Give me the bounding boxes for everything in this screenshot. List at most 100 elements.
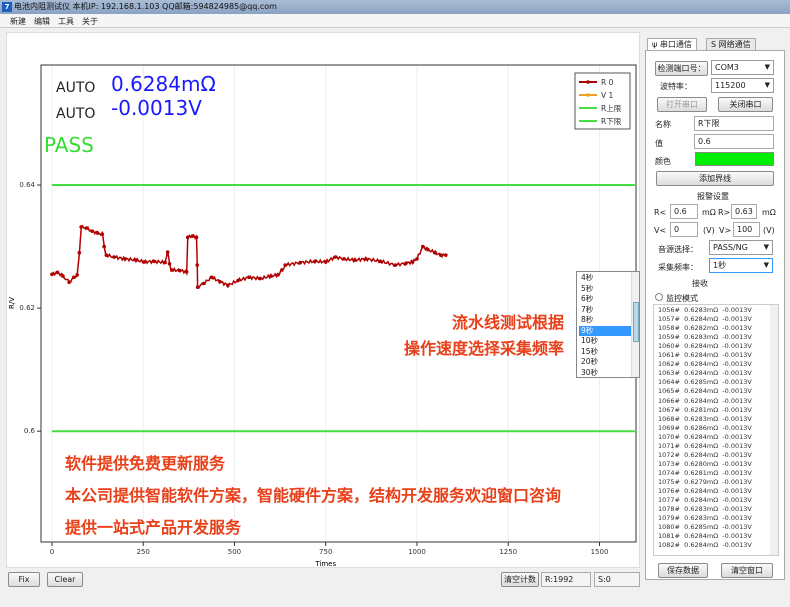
freq-option[interactable]: 30秒 bbox=[581, 367, 599, 377]
data-point bbox=[218, 279, 222, 284]
log-row: 1069# 0.6286mΩ -0.0013V bbox=[658, 423, 752, 432]
data-point bbox=[342, 257, 346, 261]
app-icon: 7 bbox=[2, 2, 12, 12]
save-data-button[interactable]: 保存数据 bbox=[658, 563, 708, 578]
data-point bbox=[364, 257, 368, 261]
value-input[interactable]: 0.6 bbox=[694, 134, 774, 149]
detect-port-button[interactable]: 检测端口号： bbox=[655, 61, 708, 76]
v-max-input[interactable]: 100 bbox=[733, 222, 760, 237]
monitor-radio[interactable] bbox=[655, 293, 663, 301]
open-port-button[interactable]: 打开串口 bbox=[657, 97, 707, 112]
log-row: 1068# 0.6283mΩ -0.0013V bbox=[658, 414, 752, 423]
r-min-input[interactable]: 0.6 bbox=[670, 204, 698, 219]
r-mode: AUTO bbox=[56, 80, 96, 96]
unit-label: (V) bbox=[703, 226, 715, 235]
close-port-button[interactable]: 关闭串口 bbox=[718, 97, 773, 112]
data-point bbox=[269, 274, 273, 278]
monitor-label: 监控模式 bbox=[666, 294, 698, 303]
v-max-label: V> bbox=[719, 226, 732, 235]
legend-label: R下限 bbox=[601, 117, 622, 126]
log-row: 1066# 0.6284mΩ -0.0013V bbox=[658, 396, 752, 405]
freq-option[interactable]: 20秒 bbox=[581, 357, 599, 366]
log-row: 1065# 0.6284mΩ -0.0013V bbox=[658, 387, 752, 396]
y-tick-label: 0.62 bbox=[19, 304, 35, 312]
log-list[interactable]: 1056# 0.6283mΩ -0.0013V 1057# 0.6284mΩ -0… bbox=[653, 304, 779, 556]
chevron-down-icon: ▼ bbox=[763, 261, 769, 269]
menu-edit[interactable]: 编辑 bbox=[34, 17, 50, 26]
data-point bbox=[333, 255, 338, 259]
data-point bbox=[393, 263, 398, 267]
freq-select[interactable]: 1秒 ▼ bbox=[709, 258, 773, 273]
menu-bar: 新建 编辑 工具 关于 bbox=[0, 14, 790, 28]
color-picker[interactable] bbox=[695, 152, 774, 166]
v-min-label: V< bbox=[654, 226, 667, 235]
freq-option[interactable]: 15秒 bbox=[581, 346, 599, 356]
menu-tools[interactable]: 工具 bbox=[58, 17, 74, 26]
data-point bbox=[438, 253, 443, 257]
freq-option[interactable]: 6秒 bbox=[581, 294, 594, 303]
baud-label: 波特率： bbox=[660, 82, 692, 91]
port-select[interactable]: COM3 ▼ bbox=[711, 60, 774, 75]
log-row: 1063# 0.6284mΩ -0.0013V bbox=[658, 369, 752, 378]
fix-button[interactable]: Fix bbox=[8, 572, 40, 587]
log-row: 1074# 0.6281mΩ -0.0013V bbox=[658, 468, 752, 477]
y-axis-label: R/V bbox=[8, 297, 16, 309]
freq-option[interactable]: 8秒 bbox=[581, 315, 594, 324]
clear-window-button[interactable]: 清空窗口 bbox=[721, 563, 773, 578]
value-label: 值 bbox=[655, 139, 663, 148]
ad-text-3: 软件提供免费更新服务 bbox=[65, 454, 226, 473]
freq-option[interactable]: 5秒 bbox=[581, 283, 594, 293]
reset-count-button[interactable]: 清空计数 bbox=[501, 572, 539, 587]
clear-button[interactable]: Clear bbox=[47, 572, 83, 587]
log-row: 1067# 0.6281mΩ -0.0013V bbox=[658, 405, 752, 414]
data-point bbox=[79, 225, 83, 229]
freq-dropdown[interactable]: 4秒 5秒 6秒 7秒 8秒 9秒 10秒 15秒 20秒 30秒 bbox=[576, 271, 640, 378]
freq-option[interactable]: 9秒 bbox=[579, 325, 631, 336]
resistance-readout: 0.6284mΩ bbox=[111, 72, 216, 96]
unit-label: (V) bbox=[763, 226, 775, 235]
tab-network[interactable]: S 网络通信 bbox=[706, 38, 756, 51]
freq-option[interactable]: 10秒 bbox=[581, 336, 599, 345]
data-point bbox=[298, 260, 302, 265]
sound-select[interactable]: PASS/NG ▼ bbox=[709, 240, 773, 255]
name-label: 名称 bbox=[655, 120, 671, 129]
name-input[interactable]: R下限 bbox=[694, 116, 774, 131]
freq-label: 采集频率： bbox=[658, 263, 698, 272]
data-point bbox=[177, 268, 182, 273]
legend-marker bbox=[586, 93, 590, 97]
data-point bbox=[72, 275, 76, 280]
data-point bbox=[444, 253, 448, 257]
log-row: 1057# 0.6284mΩ -0.0013V bbox=[658, 315, 752, 324]
log-row: 1076# 0.6284mΩ -0.0013V bbox=[658, 487, 752, 495]
y-tick-label: 0.64 bbox=[19, 181, 35, 189]
data-point bbox=[280, 268, 284, 272]
chevron-down-icon: ▼ bbox=[764, 63, 770, 71]
log-row: 1059# 0.6283mΩ -0.0013V bbox=[658, 333, 752, 342]
data-point bbox=[433, 250, 438, 255]
menu-new[interactable]: 新建 bbox=[10, 17, 26, 26]
dropdown-scrollbar[interactable] bbox=[631, 272, 639, 377]
freq-option[interactable]: 4秒 bbox=[581, 273, 594, 282]
log-row: 1075# 0.6279mΩ -0.0013V bbox=[658, 477, 752, 486]
x-tick-label: 500 bbox=[228, 548, 241, 556]
scroll-thumb[interactable] bbox=[633, 302, 639, 342]
data-point bbox=[283, 263, 288, 267]
freq-option[interactable]: 7秒 bbox=[581, 304, 594, 314]
x-tick-label: 1000 bbox=[408, 548, 426, 556]
log-scrollbar[interactable] bbox=[770, 305, 778, 555]
data-point bbox=[190, 234, 195, 238]
log-row: 1056# 0.6283mΩ -0.0013V bbox=[658, 306, 752, 314]
data-point bbox=[104, 253, 109, 257]
r-max-input[interactable]: 0.63 bbox=[731, 204, 757, 219]
data-point bbox=[77, 250, 82, 255]
data-point bbox=[410, 260, 415, 264]
log-row: 1081# 0.6284mΩ -0.0013V bbox=[658, 532, 752, 541]
log-row: 1078# 0.6283mΩ -0.0013V bbox=[658, 505, 752, 514]
tab-serial[interactable]: ψ 串口通信 bbox=[647, 38, 697, 52]
data-point bbox=[134, 258, 138, 262]
baud-select[interactable]: 115200 ▼ bbox=[711, 78, 774, 93]
v-min-input[interactable]: 0 bbox=[670, 222, 698, 237]
menu-about[interactable]: 关于 bbox=[82, 17, 98, 26]
add-line-button[interactable]: 添加界线 bbox=[656, 171, 774, 186]
data-point bbox=[426, 247, 430, 252]
